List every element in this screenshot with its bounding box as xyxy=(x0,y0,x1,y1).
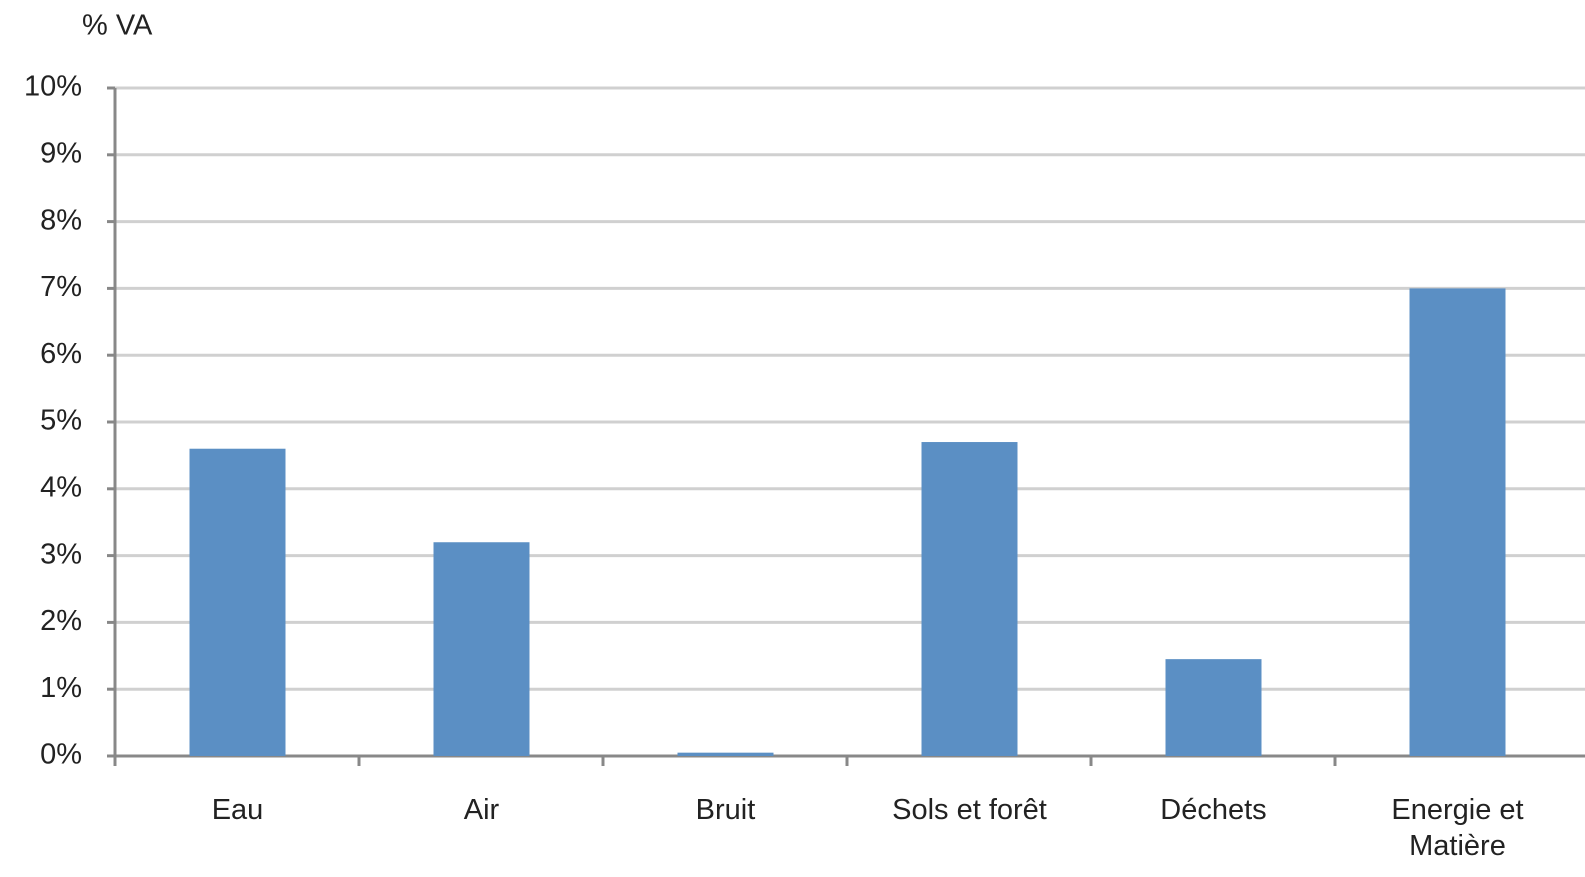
y-tick-label: 10% xyxy=(24,71,82,103)
bar xyxy=(433,542,530,756)
bar xyxy=(1409,288,1506,756)
y-tick-label: 9% xyxy=(40,137,82,169)
y-tick-label: 5% xyxy=(40,405,82,437)
x-tick-label: Energie et Matière xyxy=(1391,794,1524,862)
bar xyxy=(921,442,1018,756)
y-tick-label: 6% xyxy=(40,338,82,370)
x-tick-label: Déchets xyxy=(1160,794,1267,826)
bar xyxy=(677,752,774,756)
x-tick-label: Eau xyxy=(211,794,264,826)
x-tick-label: Bruit xyxy=(695,794,756,826)
y-tick-label: 4% xyxy=(40,471,82,503)
y-tick-label: 0% xyxy=(40,739,82,771)
y-tick-label: 3% xyxy=(40,538,82,570)
y-tick-label: 7% xyxy=(40,271,82,303)
y-tick-label: 2% xyxy=(40,605,82,637)
bar xyxy=(1165,659,1262,756)
x-tick-label: Air xyxy=(463,794,500,826)
y-axis-label: % VA xyxy=(82,10,153,42)
bar xyxy=(189,448,286,756)
y-tick-label: 1% xyxy=(40,672,82,704)
x-tick-label: Sols et forêt xyxy=(892,794,1047,826)
y-tick-label: 8% xyxy=(40,204,82,236)
